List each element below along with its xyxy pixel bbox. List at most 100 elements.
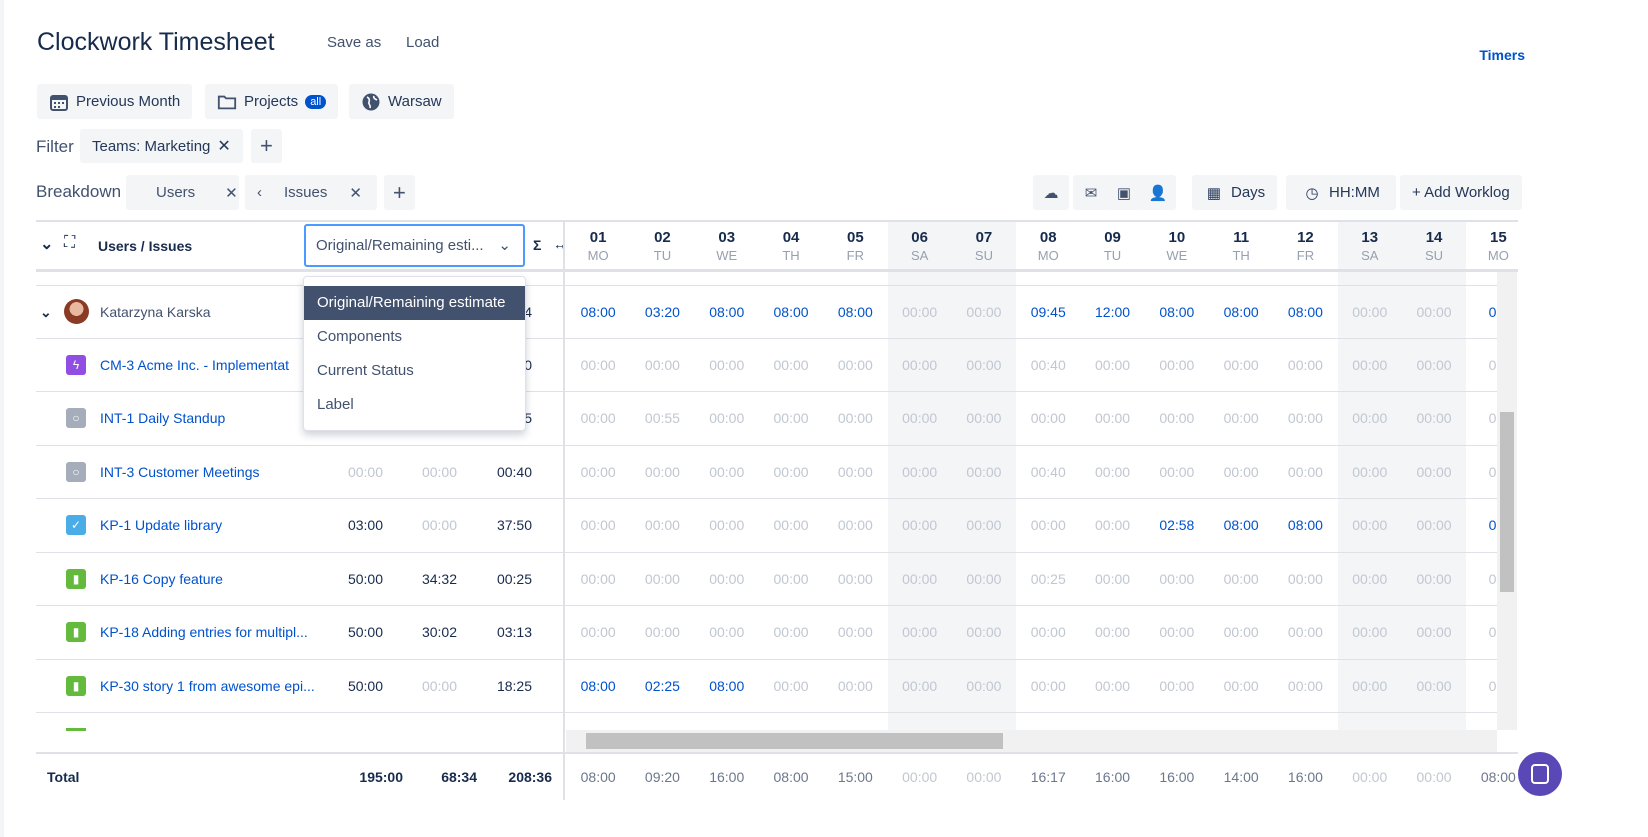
day-cell[interactable]: 16:00 bbox=[1159, 769, 1195, 785]
day-cell[interactable]: 00:00 bbox=[1287, 624, 1323, 640]
day-cell[interactable]: 16:00 bbox=[1287, 769, 1323, 785]
select-option[interactable]: Label bbox=[317, 396, 354, 413]
day-cell[interactable]: 00:00 bbox=[1352, 769, 1388, 785]
day-cell[interactable]: 00:00 bbox=[1223, 677, 1259, 694]
day-cell[interactable]: 00:00 bbox=[709, 624, 745, 640]
day-cell[interactable]: 00:55 bbox=[644, 410, 680, 426]
day-cell[interactable]: 08:00 bbox=[580, 677, 616, 694]
day-cell[interactable]: 16:00 bbox=[709, 769, 745, 785]
day-cell[interactable]: 00:40 bbox=[1030, 463, 1066, 480]
day-cell[interactable]: 00:00 bbox=[1416, 624, 1452, 640]
day-cell[interactable]: 00:00 bbox=[773, 356, 809, 373]
day-cell[interactable]: 00:00 bbox=[966, 624, 1002, 640]
email-button[interactable]: ✉ bbox=[1073, 175, 1109, 210]
day-cell[interactable]: 00:00 bbox=[773, 463, 809, 480]
format-button[interactable]: ◷ HH:MM bbox=[1286, 175, 1396, 210]
expand-icon[interactable]: ⛶ bbox=[64, 234, 76, 251]
day-cell[interactable]: 00:00 bbox=[773, 624, 809, 640]
day-cell[interactable]: 08:00 bbox=[709, 677, 745, 694]
day-cell[interactable]: 08:00 bbox=[773, 304, 809, 320]
day-cell[interactable]: 00:00 bbox=[1223, 463, 1259, 480]
day-cell[interactable]: 00:00 bbox=[709, 570, 745, 587]
day-cell[interactable]: 14:00 bbox=[1223, 769, 1259, 785]
day-cell[interactable]: 00:00 bbox=[1030, 624, 1066, 640]
day-cell[interactable]: 00:00 bbox=[1287, 677, 1323, 694]
day-cell[interactable]: 00:00 bbox=[580, 463, 616, 480]
day-cell[interactable]: 00:00 bbox=[966, 570, 1002, 587]
day-cell[interactable]: 00:00 bbox=[1159, 677, 1195, 694]
day-cell[interactable]: 00:00 bbox=[1223, 570, 1259, 587]
day-cell[interactable]: 08:00 bbox=[580, 769, 616, 785]
day-cell[interactable]: 00:00 bbox=[902, 410, 938, 426]
chat-button[interactable] bbox=[1518, 752, 1562, 796]
day-cell[interactable]: 00:00 bbox=[1416, 570, 1452, 587]
day-cell[interactable]: 02:58 bbox=[1159, 517, 1195, 533]
breakdown-chip-issues[interactable]: ‹ Issues ✕ bbox=[245, 175, 377, 210]
day-cell[interactable]: 00:00 bbox=[1416, 769, 1452, 785]
timezone-button[interactable]: Warsaw bbox=[349, 84, 454, 119]
day-cell[interactable]: 00:00 bbox=[1095, 463, 1131, 480]
add-breakdown-button[interactable]: + bbox=[384, 175, 415, 210]
projects-button[interactable]: Projects all bbox=[205, 84, 339, 119]
day-cell[interactable]: 00:00 bbox=[837, 624, 873, 640]
day-cell[interactable]: 00:00 bbox=[1416, 304, 1452, 320]
save-as-link[interactable]: Save as bbox=[327, 34, 382, 51]
day-cell[interactable]: 00:00 bbox=[1352, 677, 1388, 694]
day-cell[interactable]: 08:00 bbox=[773, 769, 809, 785]
day-cell[interactable]: 08:00 bbox=[1159, 304, 1195, 320]
day-cell[interactable]: 00:00 bbox=[1352, 570, 1388, 587]
load-link[interactable]: Load bbox=[406, 34, 440, 51]
filter-chip[interactable]: Teams: Marketing ✕ bbox=[80, 129, 243, 163]
chevron-left-icon[interactable]: ‹ bbox=[257, 184, 262, 201]
day-cell[interactable]: 00:00 bbox=[1159, 570, 1195, 587]
day-cell[interactable]: 00:00 bbox=[1352, 356, 1388, 373]
day-cell[interactable]: 00:00 bbox=[837, 570, 873, 587]
close-icon[interactable]: ✕ bbox=[225, 184, 238, 202]
day-cell[interactable]: 00:00 bbox=[1352, 517, 1388, 533]
day-cell[interactable]: 16:17 bbox=[1030, 769, 1066, 785]
day-cell[interactable]: 00:00 bbox=[1030, 677, 1066, 694]
day-cell[interactable]: 00:00 bbox=[966, 356, 1002, 373]
day-cell[interactable]: 00:00 bbox=[1095, 570, 1131, 587]
day-cell[interactable]: 00:00 bbox=[902, 517, 938, 533]
day-cell[interactable]: 00:00 bbox=[1223, 624, 1259, 640]
day-cell[interactable]: 00:00 bbox=[1287, 463, 1323, 480]
day-cell[interactable]: 00:00 bbox=[773, 410, 809, 426]
day-cell[interactable]: 02:25 bbox=[644, 677, 680, 694]
day-cell[interactable]: 00:00 bbox=[1095, 517, 1131, 533]
horizontal-scrollbar[interactable] bbox=[566, 730, 1497, 752]
day-cell[interactable]: 00:00 bbox=[644, 517, 680, 533]
day-cell[interactable]: 00:00 bbox=[1352, 624, 1388, 640]
day-cell[interactable]: 00:00 bbox=[837, 410, 873, 426]
day-cell[interactable]: 08:00 bbox=[837, 304, 873, 320]
add-worklog-button[interactable]: + Add Worklog bbox=[1400, 175, 1522, 210]
day-cell[interactable]: 00:00 bbox=[1095, 677, 1131, 694]
day-cell[interactable]: 00:00 bbox=[902, 304, 938, 320]
issue-link[interactable]: KP-30 story 1 from awesome epi... bbox=[100, 677, 315, 694]
day-cell[interactable]: 00:00 bbox=[773, 570, 809, 587]
day-cell[interactable]: 00:00 bbox=[1159, 410, 1195, 426]
breakdown-chip-users[interactable]: Users ✕ bbox=[126, 175, 239, 210]
select-option[interactable]: Current Status bbox=[317, 362, 414, 379]
day-cell[interactable]: 00:00 bbox=[1095, 410, 1131, 426]
issue-link[interactable]: INT-3 Customer Meetings bbox=[100, 463, 260, 480]
day-cell[interactable]: 00:00 bbox=[580, 517, 616, 533]
day-cell[interactable]: 00:00 bbox=[837, 677, 873, 694]
issue-link[interactable]: KP-16 Copy feature bbox=[100, 570, 223, 587]
collapse-all-icon[interactable]: ⌄ bbox=[40, 236, 54, 253]
day-cell[interactable]: 00:00 bbox=[966, 517, 1002, 533]
export-button[interactable]: ☁ bbox=[1033, 175, 1069, 210]
day-cell[interactable]: 00:00 bbox=[709, 410, 745, 426]
day-cell[interactable]: 00:00 bbox=[644, 624, 680, 640]
day-cell[interactable]: 00:00 bbox=[966, 769, 1002, 785]
day-cell[interactable]: 00:00 bbox=[837, 463, 873, 480]
day-cell[interactable]: 00:00 bbox=[1352, 410, 1388, 426]
day-cell[interactable]: 00:00 bbox=[580, 356, 616, 373]
day-cell[interactable]: 00:00 bbox=[580, 624, 616, 640]
day-cell[interactable]: 00:00 bbox=[1030, 517, 1066, 533]
approval-button[interactable]: 👤 bbox=[1140, 175, 1176, 210]
day-cell[interactable]: 00:00 bbox=[580, 410, 616, 426]
day-cell[interactable]: 00:00 bbox=[1159, 463, 1195, 480]
day-cell[interactable]: 00:00 bbox=[902, 624, 938, 640]
day-cell[interactable]: 16:00 bbox=[1095, 769, 1131, 785]
